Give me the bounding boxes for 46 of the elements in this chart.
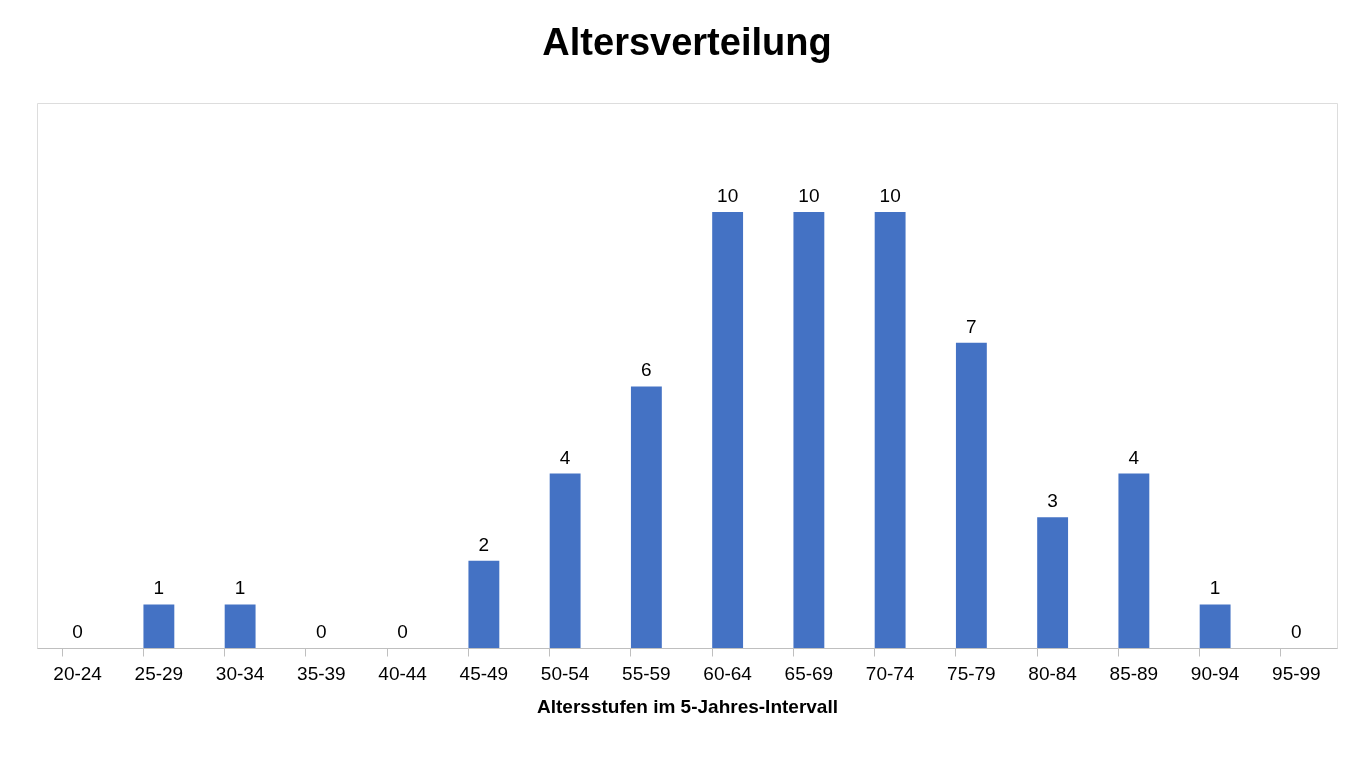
x-tick-label: 45-49	[459, 662, 509, 684]
data-label: 10	[798, 185, 820, 206]
data-label: 4	[1128, 446, 1140, 468]
x-tick-label: 70-74	[865, 662, 915, 684]
x-tick-label: 80-84	[1028, 662, 1078, 684]
data-label: 7	[966, 315, 977, 337]
x-tick-label: 30-34	[215, 662, 265, 684]
bar	[793, 212, 825, 648]
data-label: 4	[559, 446, 571, 468]
data-label: 10	[879, 185, 901, 206]
data-label: 6	[641, 359, 652, 381]
bar	[224, 604, 256, 648]
data-label: 10	[717, 185, 739, 206]
x-tick-label: 75-79	[947, 662, 996, 684]
x-tick-label: 50-54	[540, 662, 590, 684]
bar	[1118, 473, 1150, 648]
bar	[712, 212, 744, 648]
data-label: 0	[316, 621, 327, 642]
x-tick-label: 60-64	[703, 662, 753, 684]
chart-title: Altersverteilung	[542, 21, 832, 63]
x-tick-label: 35-39	[297, 662, 346, 684]
data-label: 0	[1291, 621, 1302, 642]
bar	[1199, 604, 1231, 648]
x-tick-label: 90-94	[1190, 662, 1240, 684]
bar	[1037, 517, 1069, 648]
data-label: 2	[478, 533, 490, 555]
bar	[549, 473, 581, 648]
x-tick-label: 55-59	[622, 662, 671, 684]
x-tick-label: 25-29	[134, 662, 184, 684]
data-label: 0	[397, 621, 408, 642]
x-tick-label: 95-99	[1272, 662, 1321, 684]
x-axis-title: Altersstufen im 5-Jahres-Intervall	[537, 695, 838, 717]
x-tick-label: 65-69	[784, 662, 834, 684]
bar	[143, 604, 175, 648]
bar	[955, 342, 987, 648]
bar	[468, 560, 500, 648]
data-label: 1	[234, 577, 246, 599]
bar	[630, 386, 662, 648]
x-tick-label: 85-89	[1109, 662, 1159, 684]
data-label: 0	[72, 621, 83, 642]
data-label: 1	[1209, 577, 1221, 599]
data-label: 1	[153, 577, 165, 599]
bar	[874, 212, 906, 648]
x-tick-label: 40-44	[378, 662, 428, 684]
x-tick-label: 20-24	[53, 662, 103, 684]
data-label: 3	[1047, 490, 1058, 512]
